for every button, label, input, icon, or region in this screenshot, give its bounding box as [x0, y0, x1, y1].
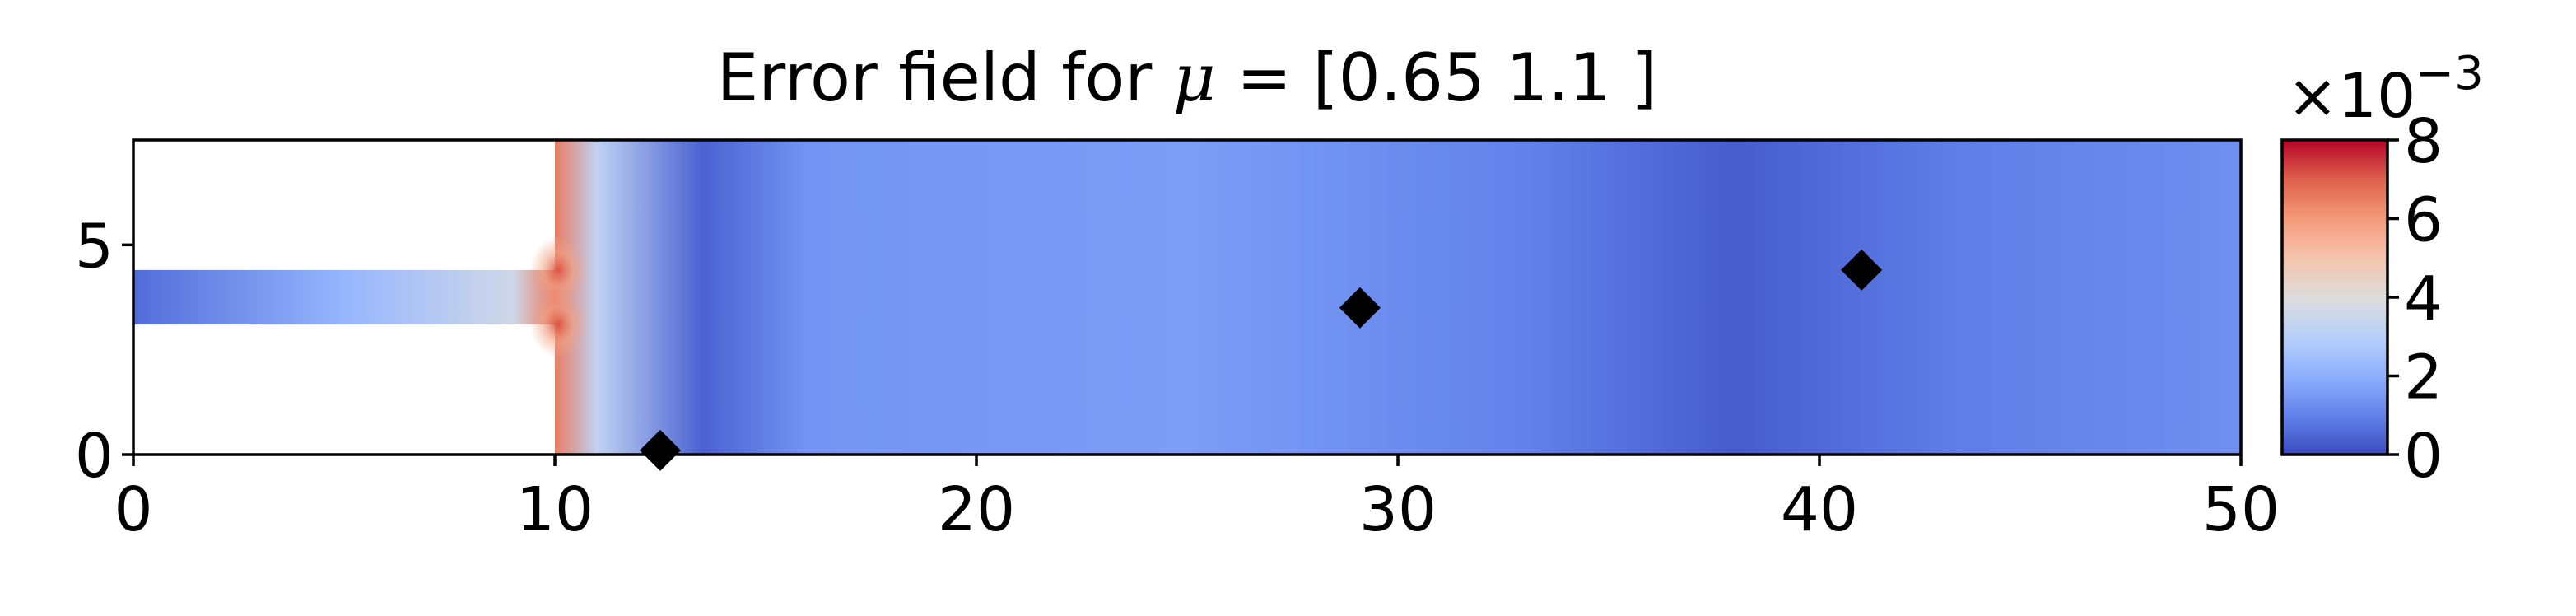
- main-chamber-field: [555, 140, 2241, 455]
- x-tick-label: 10: [516, 474, 594, 545]
- inlet-channel-field: [133, 269, 555, 325]
- colorbar-tick-label: 8: [2404, 106, 2443, 177]
- chart-title: Error field for μ = [0.65 1.1 ]: [717, 40, 1657, 116]
- plot-frame: [132, 138, 2243, 456]
- sensor-marker: [640, 429, 681, 471]
- sensor-markers: [640, 249, 1883, 471]
- y-axis: 0 5: [75, 211, 133, 492]
- x-tick-label: 40: [1781, 474, 1858, 545]
- colorbar-gradient: [2280, 138, 2389, 456]
- sensor-marker: [1841, 249, 1883, 291]
- x-tick-label: 30: [1359, 474, 1437, 545]
- x-tick-label: 0: [114, 474, 152, 545]
- colorbar: 0 2 4 6 8 ×10−3: [2280, 47, 2484, 492]
- colorbar-tick-label: 4: [2404, 264, 2443, 334]
- x-axis: 0 10 20 30 40 50: [114, 455, 2280, 545]
- error-field: [133, 140, 2241, 455]
- colorbar-tick-label: 6: [2404, 185, 2443, 256]
- sensor-marker: [1339, 287, 1381, 329]
- colorbar-tick-label: 2: [2404, 343, 2443, 413]
- error-hotspot: [530, 292, 586, 358]
- error-hotspot: [530, 236, 586, 303]
- colorbar-tick-label: 0: [2404, 421, 2443, 492]
- x-tick-label: 20: [938, 474, 1015, 545]
- y-tick-label: 0: [75, 421, 114, 492]
- x-tick-label: 50: [2202, 474, 2280, 545]
- colorbar-scale-label: ×10−3: [2287, 47, 2484, 132]
- y-tick-label: 5: [75, 211, 114, 282]
